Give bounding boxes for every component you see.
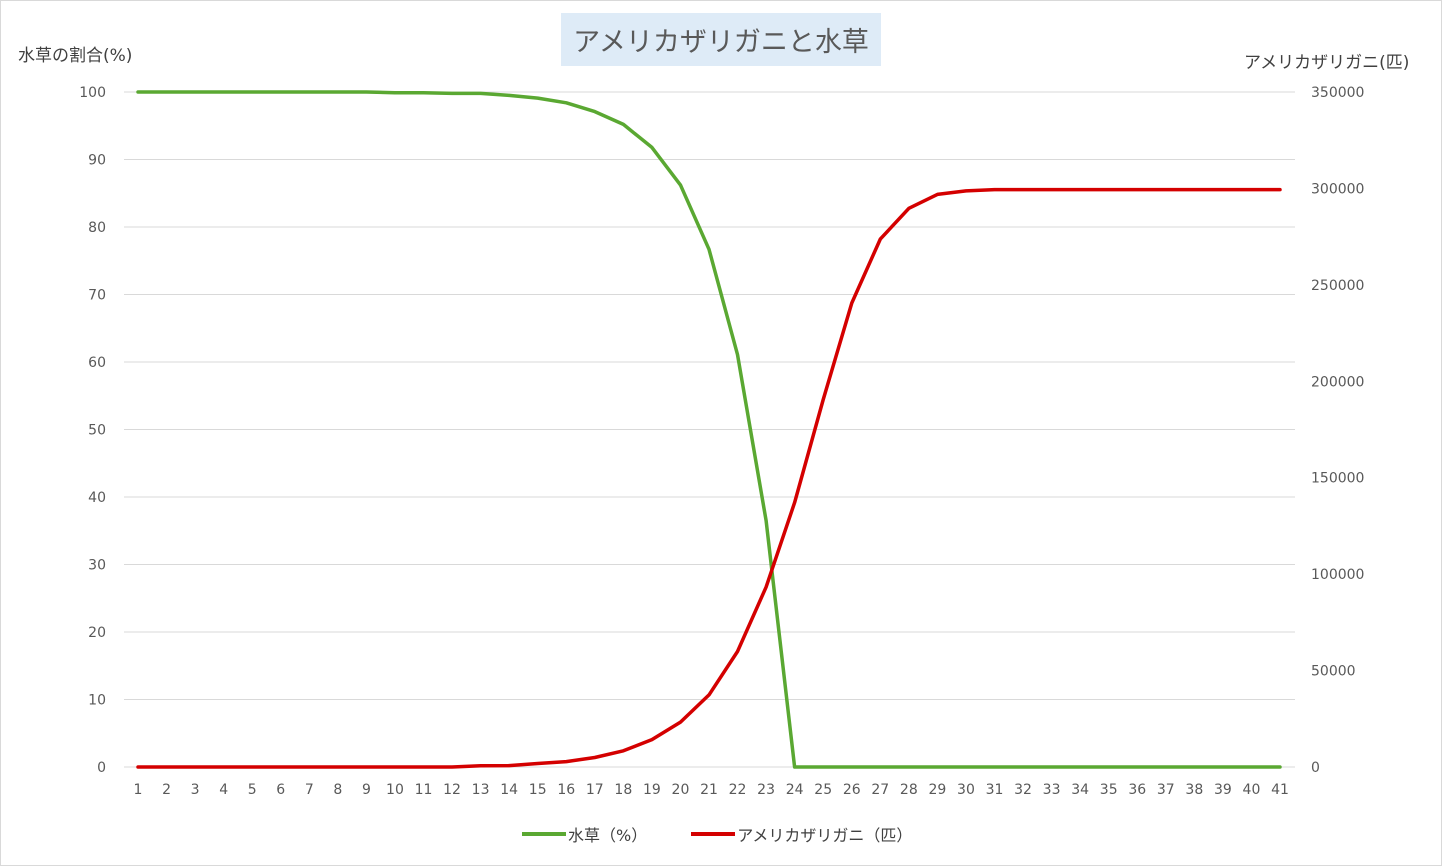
x-tick-label: 2 <box>162 782 171 798</box>
y-left-tick-label: 0 <box>97 760 106 776</box>
legend-item-crayfish: アメリカザリガニ（匹） <box>691 822 912 846</box>
series-line-waterweed <box>136 90 1282 769</box>
x-tick-label: 19 <box>643 782 661 798</box>
chart-title: アメリカザリガニと水草 <box>561 13 881 66</box>
y-left-tick-label: 70 <box>88 288 106 304</box>
y-right-tick-label: 350000 <box>1311 85 1364 101</box>
x-tick-label: 40 <box>1243 782 1261 798</box>
x-tick-label: 23 <box>757 782 775 798</box>
y-left-tick-label: 10 <box>88 693 106 709</box>
x-tick-label: 21 <box>700 782 718 798</box>
legend-swatch-waterweed <box>522 832 566 836</box>
series-lines <box>136 90 1282 769</box>
x-tick-label: 35 <box>1100 782 1118 798</box>
x-tick-label: 29 <box>928 782 946 798</box>
x-tick-label: 3 <box>191 782 200 798</box>
x-tick-label: 36 <box>1128 782 1146 798</box>
x-tick-label: 25 <box>814 782 832 798</box>
y-left-tick-label: 40 <box>88 490 106 506</box>
x-tick-label: 18 <box>614 782 632 798</box>
x-tick-label: 1 <box>134 782 143 798</box>
x-tick-label: 9 <box>362 782 371 798</box>
y-right-tick-label: 150000 <box>1311 471 1364 487</box>
x-tick-label: 27 <box>871 782 889 798</box>
x-tick-label: 17 <box>586 782 604 798</box>
x-tick-label: 38 <box>1185 782 1203 798</box>
y-left-tick-label: 20 <box>88 625 106 641</box>
x-tick-label: 20 <box>672 782 690 798</box>
x-tick-label: 39 <box>1214 782 1232 798</box>
x-tick-label: 16 <box>557 782 575 798</box>
gridlines <box>124 91 1295 768</box>
x-tick-label: 7 <box>305 782 314 798</box>
x-tick-label: 32 <box>1014 782 1032 798</box>
y-left-tick-label: 80 <box>88 220 106 236</box>
y-right-tick-label: 100000 <box>1311 567 1364 583</box>
legend-label-waterweed: 水草（%） <box>568 826 648 845</box>
x-tick-label: 5 <box>248 782 257 798</box>
x-tick-label: 41 <box>1271 782 1289 798</box>
x-tick-label: 34 <box>1071 782 1089 798</box>
x-tick-label: 24 <box>786 782 804 798</box>
y-left-tick-label: 60 <box>88 355 106 371</box>
y-left-tick-label: 90 <box>88 153 106 169</box>
legend-label-crayfish: アメリカザリガニ（匹） <box>737 826 913 845</box>
x-tick-label: 30 <box>957 782 975 798</box>
y-axis-left-ticks: 0 10 20 30 40 50 60 70 80 90 100 <box>79 85 106 776</box>
x-tick-label: 31 <box>986 782 1004 798</box>
y-axis-right-ticks: 0 50000 100000 150000 200000 250000 300000 3500… <box>1311 85 1364 776</box>
y-right-tick-label: 300000 <box>1311 181 1364 197</box>
x-tick-label: 11 <box>415 782 433 798</box>
x-tick-label: 15 <box>529 782 547 798</box>
y-right-tick-label: 50000 <box>1311 664 1356 680</box>
y-axis-left-label: 水草の割合(%) <box>18 46 133 66</box>
y-left-tick-label: 50 <box>88 423 106 439</box>
y-right-tick-label: 200000 <box>1311 374 1364 390</box>
y-right-tick-label: 250000 <box>1311 278 1364 294</box>
x-tick-label: 26 <box>843 782 861 798</box>
x-tick-label: 28 <box>900 782 918 798</box>
x-tick-label: 8 <box>333 782 342 798</box>
y-axis-right-label: アメリカザリガニ(匹) <box>1244 53 1410 73</box>
x-tick-label: 14 <box>500 782 518 798</box>
y-right-tick-label: 0 <box>1311 760 1320 776</box>
y-left-tick-label: 100 <box>79 85 106 101</box>
x-tick-label: 4 <box>219 782 228 798</box>
x-tick-label: 10 <box>386 782 404 798</box>
legend-item-waterweed: 水草（%） <box>522 822 647 846</box>
legend-swatch-crayfish <box>691 832 736 836</box>
x-tick-label: 13 <box>472 782 490 798</box>
series-line-crayfish <box>136 187 1282 769</box>
x-tick-label: 37 <box>1157 782 1175 798</box>
y-left-tick-label: 30 <box>88 558 106 574</box>
x-tick-label: 6 <box>276 782 285 798</box>
legend: 水草（%） アメリカザリガニ（匹） <box>522 822 956 846</box>
x-tick-label: 22 <box>729 782 747 798</box>
x-tick-label: 12 <box>443 782 461 798</box>
x-axis-ticks: 1 2 3 4 5 6 7 8 9 10 11 12 13 14 15 16 17 18 19 20 21 22 23 24 2… <box>134 782 1289 798</box>
x-tick-label: 33 <box>1043 782 1061 798</box>
